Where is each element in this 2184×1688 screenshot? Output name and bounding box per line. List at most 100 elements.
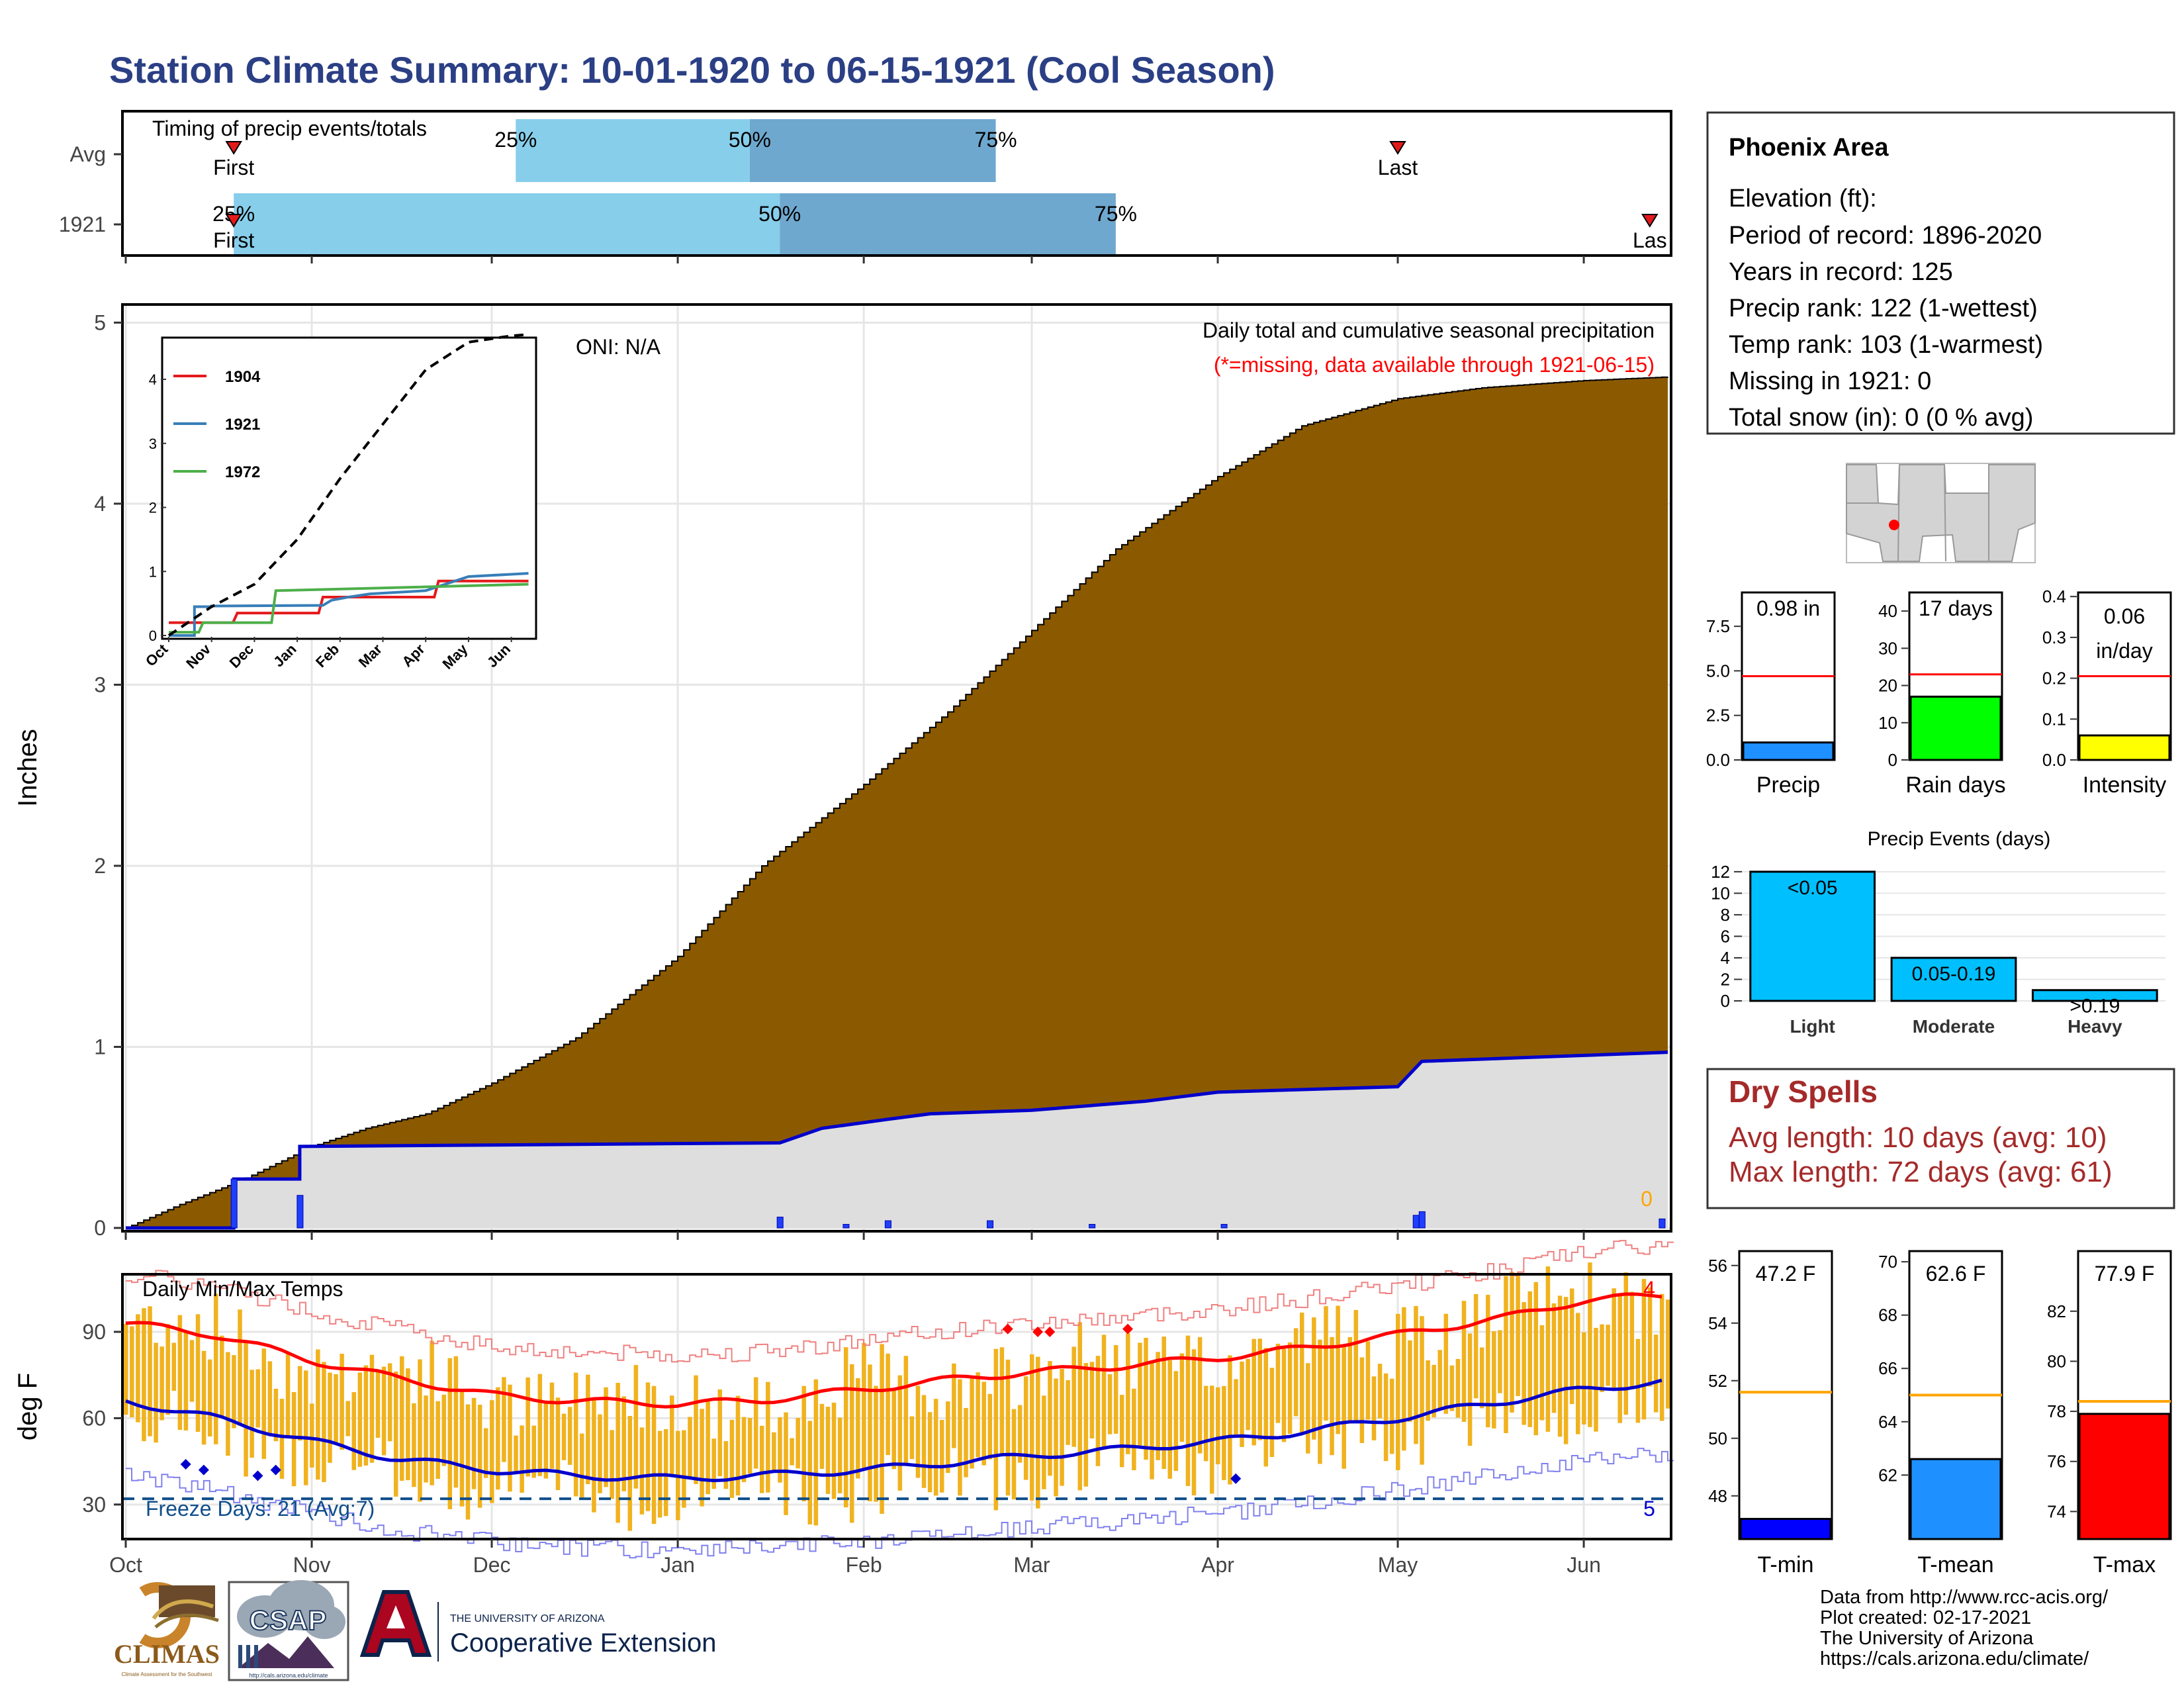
- temps-x-tick-label: Oct: [109, 1553, 142, 1577]
- daily-temp-bar: [1306, 1363, 1310, 1454]
- daily-temp-bar: [430, 1340, 434, 1485]
- daily-temp-bar: [627, 1416, 633, 1531]
- daily-temp-bar: [1054, 1378, 1058, 1497]
- daily-temp-bar: [1083, 1363, 1089, 1487]
- daily-temp-bar: [1498, 1330, 1502, 1393]
- temps-ylabel: deg F: [13, 1373, 42, 1440]
- daily-temp-bar: [964, 1407, 968, 1477]
- climas-logo: CLIMAS Climate Assessment for the Southw…: [114, 1582, 220, 1677]
- avg-min-line: [125, 1378, 1662, 1483]
- daily-temp-bar: [412, 1403, 416, 1487]
- daily-temp-bar: [1353, 1310, 1359, 1421]
- daily-temp-bar: [1318, 1339, 1322, 1464]
- temps-x-tick-label: May: [1378, 1553, 1418, 1577]
- precip-y-tick-label: 4: [94, 492, 106, 516]
- timing-label-last: Las: [1633, 228, 1667, 252]
- precip-panel: 0 1 2 3 4 5 Inches Daily total and cumulative…: [13, 303, 1672, 1240]
- daily-temp-bar: [285, 1353, 291, 1438]
- daily-temp-bar: [573, 1372, 578, 1497]
- daily-temp-bar: [477, 1405, 482, 1508]
- mini-precip-bar: [2078, 734, 2171, 761]
- station-info-line: Temp rank: 103 (1-warmest): [1729, 331, 2043, 359]
- mini-temp-value: 62.6 F: [1926, 1262, 1986, 1286]
- events-category: Moderate: [1913, 1016, 1995, 1037]
- mini-temp-tick-label: 54: [1708, 1313, 1727, 1333]
- daily-temp-bar: [1486, 1295, 1490, 1428]
- daily-temp-bar: [1582, 1332, 1586, 1425]
- inset-y-tick-label: 2: [149, 500, 157, 516]
- daily-temp-bar: [1126, 1333, 1130, 1454]
- daily-temp-bar: [639, 1427, 645, 1515]
- events-bar-label: >0.19: [2070, 996, 2120, 1017]
- mini-precip-tick-label: 0.4: [2042, 586, 2066, 606]
- timing-marker-first: [225, 214, 242, 228]
- daily-temp-bar: [1107, 1374, 1113, 1434]
- daily-temp-bar: [1600, 1324, 1604, 1392]
- daily-temp-bar: [297, 1366, 302, 1441]
- daily-temp-bar: [148, 1306, 152, 1436]
- daily-temp-bar: [345, 1401, 350, 1436]
- events-tick-label: 8: [1721, 905, 1730, 925]
- record-low-marker: [270, 1464, 281, 1476]
- daily-temp-bar: [1048, 1360, 1052, 1476]
- daily-temp-bar: [1324, 1306, 1328, 1421]
- temps-x-tick-label: Apr: [1201, 1553, 1234, 1577]
- precip-y-axis: 0 1 2 3 4 5: [94, 310, 1585, 1240]
- mini-precip-tick-label: 0.2: [2042, 669, 2066, 688]
- mini-precip-tick-label: 20: [1878, 676, 1897, 696]
- precip-y-tick-label: 1: [94, 1035, 106, 1058]
- inset-y-tick-label: 0: [149, 628, 157, 644]
- mini-temp-tick-label: 74: [2047, 1501, 2066, 1521]
- daily-temp-bar: [424, 1395, 428, 1483]
- daily-temp-bar: [604, 1387, 608, 1487]
- daily-temp-bar: [1156, 1352, 1160, 1460]
- daily-temp-bar: [819, 1403, 825, 1469]
- daily-temp-bar: [1095, 1356, 1101, 1466]
- daily-temp-bar: [261, 1348, 267, 1459]
- climas-wordmark: CLIMAS: [114, 1639, 220, 1669]
- mini-temp-tick-label: 56: [1708, 1256, 1727, 1276]
- daily-temp-bar: [387, 1363, 392, 1442]
- mini-temp-category: T-mean: [1917, 1552, 1993, 1577]
- timing-ticks: [124, 256, 1585, 263]
- daily-temp-bar: [843, 1347, 848, 1508]
- daily-temp-bar: [1330, 1336, 1334, 1456]
- inset-frame: [161, 336, 537, 640]
- daily-temp-bar: [735, 1395, 741, 1496]
- daily-temp-bar: [801, 1385, 806, 1502]
- daily-temp-bar: [1060, 1368, 1064, 1486]
- inset-series-avg: [167, 333, 529, 637]
- avg-cumulative-area: [126, 377, 1668, 1228]
- daily-precip-bar: [884, 1220, 891, 1229]
- daily-temp-bar: [1666, 1299, 1670, 1409]
- daily-temp-bar: [1138, 1342, 1142, 1446]
- timing-row-year: 1921: [59, 212, 106, 236]
- temps-panel: 30 60 90 Oct Nov Dec Jan Feb Mar Apr May Jun Daily …: [13, 1240, 1674, 1577]
- mini-temp-charts: 48 50 52 54 56 47.2 F T-min 62 64 66 68 70 62.6 F T-m…: [1708, 1250, 2172, 1577]
- daily-temp-bar: [915, 1385, 921, 1478]
- daily-temp-bar: [1005, 1359, 1011, 1496]
- daily-temp-bar: [543, 1403, 549, 1479]
- daily-temp-bar: [189, 1340, 195, 1402]
- events-title: Precip Events (days): [1868, 828, 2051, 850]
- inset-y-tick-label: 1: [149, 563, 157, 580]
- mini-precip-bar: [1742, 741, 1835, 761]
- daily-temp-bar: [856, 1378, 860, 1479]
- mini-precip-tick-label: 0.1: [2042, 709, 2066, 729]
- daily-temp-bar: [1071, 1346, 1076, 1447]
- daily-temp-bar: [502, 1377, 506, 1462]
- timing-quantile-label: 75%: [975, 128, 1017, 152]
- mini-precip-charts: 0.0 2.5 5.0 7.5 Precip 0 10 20 30 40 Rain days 0.0 0…: [1706, 586, 2172, 798]
- daily-temp-bar: [273, 1389, 279, 1442]
- events-bar: [1749, 870, 1876, 1002]
- daily-temp-bar: [1408, 1340, 1412, 1422]
- record-high-marker: [1044, 1326, 1056, 1337]
- daily-temp-bar: [897, 1375, 903, 1491]
- events-tick-label: 10: [1711, 883, 1730, 903]
- csap-url: http://cals.arizona.edu/climate: [249, 1672, 328, 1679]
- mini-temp-category: T-min: [1758, 1552, 1814, 1577]
